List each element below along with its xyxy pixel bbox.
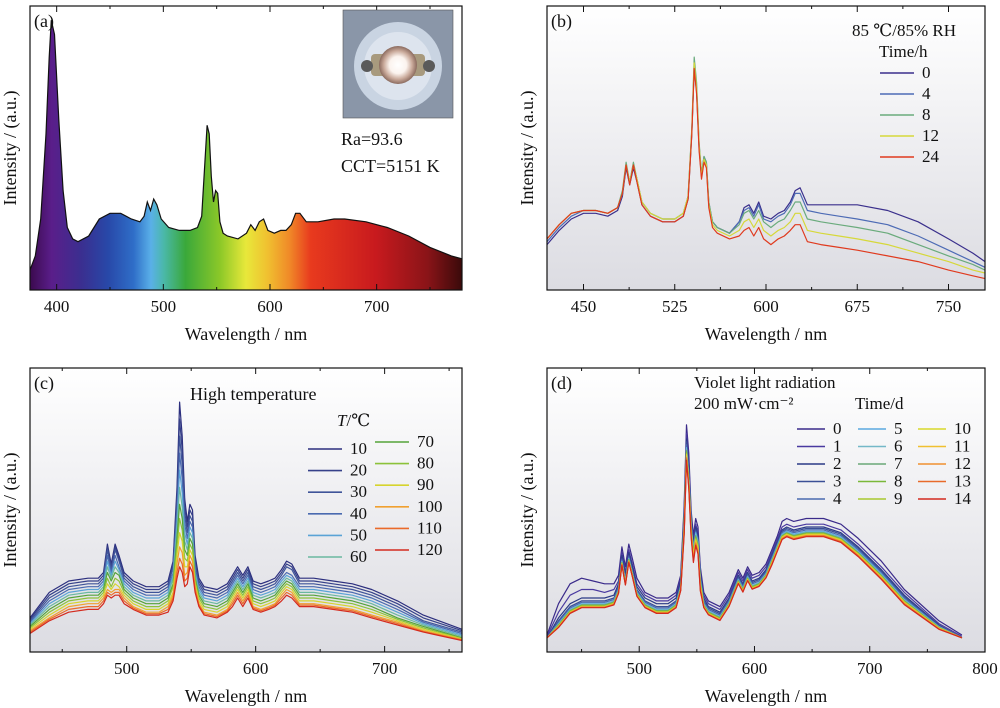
x-tick-label: 600 (742, 659, 768, 678)
legend-label-4: 4 (833, 489, 842, 508)
annotation-ra: Ra=93.6 (341, 129, 403, 149)
legend-label-7: 7 (894, 454, 903, 473)
legend-label-20: 20 (350, 461, 367, 480)
legend-label-12: 12 (954, 454, 971, 473)
legend-label-60: 60 (350, 547, 367, 566)
led-emitter (379, 46, 417, 84)
legend-label-90: 90 (417, 475, 434, 494)
legend-label-50: 50 (350, 525, 367, 544)
legend-label-10: 10 (954, 419, 971, 438)
x-axis-label: Wavelength / nm (705, 686, 828, 706)
legend-label-24: 24 (922, 147, 940, 166)
x-tick-label: 525 (662, 297, 688, 316)
inset-led-photo (342, 9, 454, 119)
panel-d: 500 600 700 800 Wavelength / nm Intensity / (… (517, 367, 998, 706)
x-tick-label: 500 (626, 659, 652, 678)
series-line-24 (546, 67, 986, 280)
chart-title: High temperature (190, 384, 316, 404)
spectrum-fill (30, 20, 462, 290)
legend-label-80: 80 (417, 454, 434, 473)
led-screw-left (361, 60, 373, 72)
x-axis-label: Wavelength / nm (705, 324, 828, 344)
legend-label-8: 8 (894, 472, 903, 491)
legend-label-14: 14 (954, 489, 972, 508)
panel-b: 450 525 600 675 750 Wavelength / nm Intensity … (517, 5, 986, 344)
chart-title: Violet light radiation (694, 373, 836, 392)
legend-label-1: 1 (833, 437, 842, 456)
x-tick-label: 600 (243, 659, 269, 678)
plot-frame (29, 5, 463, 291)
legend-title: T/℃ (337, 411, 370, 430)
y-axis-label: Intensity / (a.u.) (0, 91, 21, 206)
inset-border (342, 9, 454, 119)
legend-label-30: 30 (350, 482, 367, 501)
panel-label: (d) (551, 373, 572, 394)
legend-label-10: 10 (350, 439, 367, 458)
y-axis-label: Intensity / (a.u.) (0, 453, 21, 568)
legend-label-9: 9 (894, 489, 903, 508)
x-tick-label: 750 (936, 297, 962, 316)
legend-label-8: 8 (922, 105, 931, 124)
x-tick-label: 700 (364, 297, 390, 316)
legend-label-12: 12 (922, 126, 939, 145)
legend-label-100: 100 (417, 497, 443, 516)
x-tick-label: 500 (151, 297, 177, 316)
spectrum-line (29, 20, 463, 271)
plot-frame (29, 367, 463, 653)
series-line-120 (29, 566, 463, 642)
legend-label-0: 0 (833, 419, 842, 438)
x-axis-label: Wavelength / nm (185, 686, 308, 706)
chart-subtitle: 200 mW·cm⁻² (694, 394, 794, 413)
led-screw-right (423, 60, 435, 72)
legend-label-2: 2 (833, 454, 842, 473)
panel-label: (a) (34, 11, 54, 32)
legend-label-40: 40 (350, 504, 367, 523)
x-tick-label: 400 (44, 297, 70, 316)
legend-title: Time/h (879, 42, 928, 61)
legend-label-6: 6 (894, 437, 903, 456)
legend-label-70: 70 (417, 432, 434, 451)
panel-c: 500 600 700 Wavelength / nm Intensity / (a.u… (0, 367, 463, 706)
x-tick-label: 700 (857, 659, 883, 678)
x-tick-label: 450 (571, 297, 597, 316)
legend-heading: 85 ℃/85% RH (852, 21, 956, 40)
legend-label-0: 0 (922, 63, 931, 82)
legend-label-11: 11 (954, 437, 970, 456)
legend-label-3: 3 (833, 472, 842, 491)
x-tick-label: 700 (372, 659, 398, 678)
x-tick-label: 675 (845, 297, 871, 316)
panel-label: (b) (551, 11, 572, 32)
y-axis-label: Intensity / (a.u.) (517, 91, 538, 206)
panel-label: (c) (34, 373, 54, 394)
legend-label-5: 5 (894, 419, 903, 438)
x-tick-label: 800 (972, 659, 998, 678)
panel-a: 400 500 600 700 Wavelength / nm Intensity / (… (0, 5, 463, 344)
legend-label-110: 110 (417, 518, 442, 537)
x-tick-label: 600 (753, 297, 779, 316)
x-tick-label: 500 (114, 659, 140, 678)
legend-label-4: 4 (922, 84, 931, 103)
y-axis-label: Intensity / (a.u.) (517, 453, 538, 568)
legend-label-13: 13 (954, 472, 971, 491)
annotation-cct: CCT=5151 K (341, 156, 440, 176)
x-tick-label: 600 (257, 297, 283, 316)
series-line-14 (546, 459, 963, 639)
legend-label-120: 120 (417, 540, 443, 559)
plot-frame (546, 367, 986, 653)
x-axis-label: Wavelength / nm (185, 324, 308, 344)
legend-title: Time/d (855, 394, 904, 413)
